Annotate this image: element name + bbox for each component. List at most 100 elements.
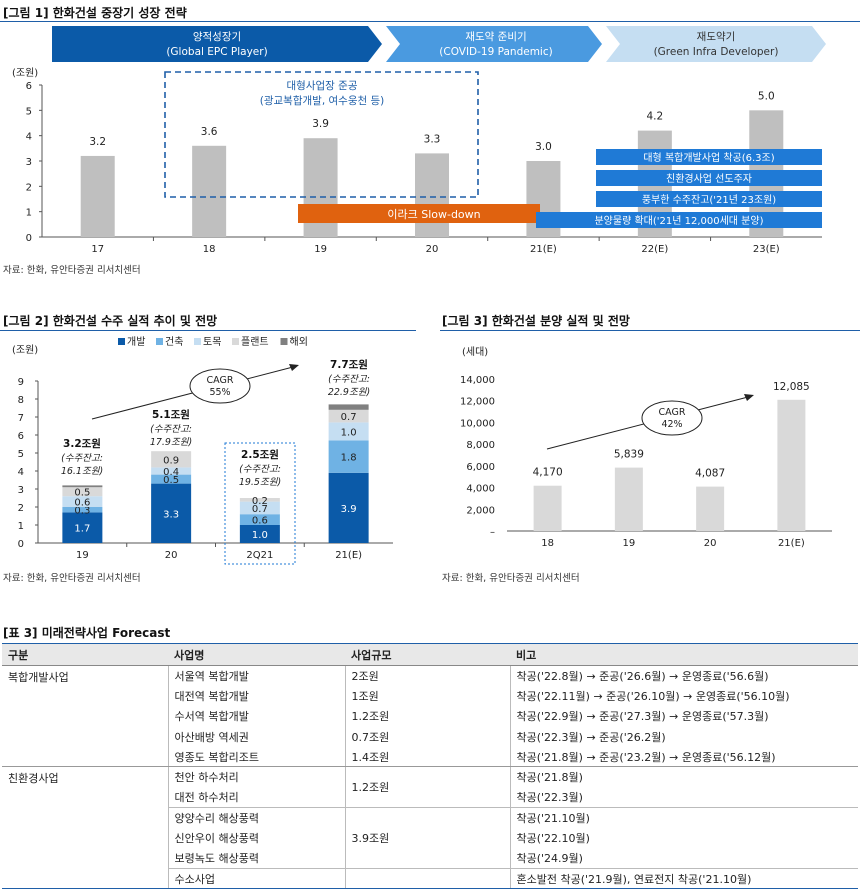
fig2-backlog-19-l2: 16.1조원): [61, 466, 103, 477]
dashed-note-line2: (광교복합개발, 여수웅천 등): [260, 95, 384, 107]
segment-label: 1.7: [74, 524, 90, 535]
table-title: [표 3] 미래전략사업 Forecast: [3, 626, 171, 640]
fig3-axis: – 2,000 4,000 6,000 8,000 10,000 12,000 14,000 1…: [460, 375, 832, 549]
project-cell: 수소사업: [167, 868, 345, 890]
fig3-cagr-arrowhead: [744, 394, 754, 401]
fig2-total-21e: 7.7조원: [330, 358, 368, 371]
stack-segment: [328, 440, 369, 473]
bar-value-label: 12,085: [773, 381, 810, 393]
forecast-table: 구분 사업명 사업규모 비고 복합개발사업 서울역 복합개발 2조원 착공('2…: [2, 643, 858, 890]
bar: [80, 155, 115, 237]
category-cell: 복합개발사업: [2, 665, 168, 768]
bar: [415, 153, 449, 237]
y-tick-label: 4: [18, 467, 24, 478]
bar-value-label: 5.0: [758, 90, 775, 102]
y-tick-label: –: [490, 527, 495, 538]
bar-value-label: 3.3: [424, 133, 441, 145]
y-tick-label: 0: [18, 539, 24, 550]
segment-label: 0.7: [252, 504, 268, 515]
fig2-backlog-21e-l1: (수주잔고:: [328, 374, 370, 385]
fig2-chart: (조원) 개발 건축 토목 플랜트 해외 0 1 2 3 4 5 6 7 8 9 19 20 2Q21 21(E)…: [12, 335, 393, 565]
bar: [696, 486, 725, 531]
segment-label: 0.4: [163, 467, 179, 478]
table-row: 복합개발사업 서울역 복합개발 2조원 착공('22.8월) → 준공('26.…: [2, 665, 858, 768]
fig2-axis: 0 1 2 3 4 5 6 7 8 9 19 20 2Q21 21(E): [18, 377, 393, 561]
iraq-banner: [298, 204, 540, 223]
phase-2-sub: (COVID-19 Pandemic): [439, 46, 552, 58]
y-tick-label: 5: [26, 106, 32, 117]
scale-cell: 1.2조원: [344, 766, 510, 809]
y-tick-label: 3: [26, 157, 32, 168]
y-tick-label: 2,000: [466, 505, 495, 516]
blue-box-3: [596, 191, 822, 207]
bar-value-label: 4,170: [533, 467, 563, 479]
stack-segment: [62, 485, 103, 488]
fig2-backlog-21e-l2: 22.9조원): [328, 387, 370, 398]
project-cell: 서울역 복합개발: [167, 665, 345, 686]
fig1-unit: (조원): [12, 67, 38, 79]
segment-label: 1.8: [341, 453, 357, 464]
stack-segment: [62, 507, 103, 513]
fig1-title: [그림 1] 한화건설 중장기 성장 전략: [3, 6, 187, 20]
project-cell: 아산배방 역세권: [167, 726, 345, 747]
stack-segment: [151, 467, 192, 475]
fig3-bars: 4,170 5,839 4,087 12,085: [533, 381, 810, 531]
fig2-cagr-oval: [189, 368, 251, 404]
stack-segment: [62, 496, 103, 507]
stack-segment: [151, 474, 192, 484]
legend-label: 플랜트: [241, 336, 269, 348]
x-tick-label: 22(E): [641, 244, 668, 255]
segment-label: 1.0: [252, 530, 268, 541]
y-tick-label: 14,000: [460, 375, 495, 386]
blue-box-4-text: 분양물량 확대('21년 12,000세대 분양): [594, 215, 763, 227]
header-category: 구분: [2, 643, 168, 666]
y-tick-label: 5: [18, 449, 24, 460]
dashed-note-line1: 대형사업장 준공: [287, 79, 358, 92]
table-row: 대전 하수처리 착공('22.3월): [2, 787, 858, 809]
x-tick-label: 20: [426, 244, 439, 255]
fig2-title: [그림 2] 한화건설 수주 실적 추이 및 전망: [3, 314, 218, 328]
bar: [192, 145, 227, 237]
segment-label: 0.9: [163, 455, 179, 466]
segment-label: 0.2: [252, 496, 268, 507]
blue-box-2-text: 친환경사업 선도주자: [666, 172, 752, 185]
x-tick-label: 18: [203, 244, 216, 255]
scale-cell: 2조원: [344, 665, 510, 686]
fig2-2q21-highlight: [224, 442, 296, 565]
blue-box-2: [596, 170, 822, 186]
x-tick-label: 21(E): [530, 244, 557, 255]
bar: [533, 485, 562, 531]
project-cell: 신안우이 해상풍력: [167, 827, 345, 849]
fig2-backlog-2q21-l2: 19.5조원): [239, 477, 281, 488]
blue-box-4: [536, 212, 822, 228]
segment-label: 0.6: [252, 516, 268, 527]
note-cell: 착공('22.3월) → 준공('26.2월): [509, 726, 858, 747]
stack-segment: [239, 501, 280, 515]
bar-value-label: 3.6: [201, 126, 218, 138]
fig2-bars: 1.70.30.60.53.30.50.40.91.00.60.70.23.91…: [62, 404, 369, 543]
x-tick-label: 21(E): [778, 538, 805, 549]
note-cell: 착공('22.3월): [509, 787, 858, 809]
legend-label: 건축: [165, 336, 183, 348]
x-tick-label: 19: [623, 538, 636, 549]
scale-cell: [344, 868, 510, 890]
project-cell: 천안 하수처리: [167, 766, 345, 788]
note-cell: 착공('21.8월): [509, 766, 858, 788]
header-scale: 사업규모: [345, 643, 510, 666]
legend-label: 개발: [127, 336, 145, 348]
x-tick-label: 20: [165, 550, 178, 561]
fig2-total-20: 5.1조원: [152, 408, 190, 421]
note-cell: 착공('22.9월) → 준공('27.3월) → 운영종료('57.3월): [509, 706, 858, 727]
fig2-total-2q21: 2.5조원: [241, 448, 279, 461]
table-row: 친환경사업 천안 하수처리 1.2조원 착공('21.8월): [2, 766, 858, 890]
scale-cell: 0.7조원: [344, 726, 510, 747]
phase-arrow-3: [606, 26, 826, 62]
x-tick-label: 21(E): [335, 550, 362, 561]
header-note: 비고: [510, 643, 858, 666]
table-row: 아산배방 역세권 0.7조원 착공('22.3월) → 준공('26.2월): [2, 726, 858, 747]
note-cell: 착공('22.10월): [509, 827, 858, 849]
fig2-cagr-arrowhead: [289, 364, 299, 371]
y-tick-label: 4: [26, 132, 32, 143]
x-tick-label: 18: [541, 538, 554, 549]
legend-swatch: [118, 338, 125, 345]
